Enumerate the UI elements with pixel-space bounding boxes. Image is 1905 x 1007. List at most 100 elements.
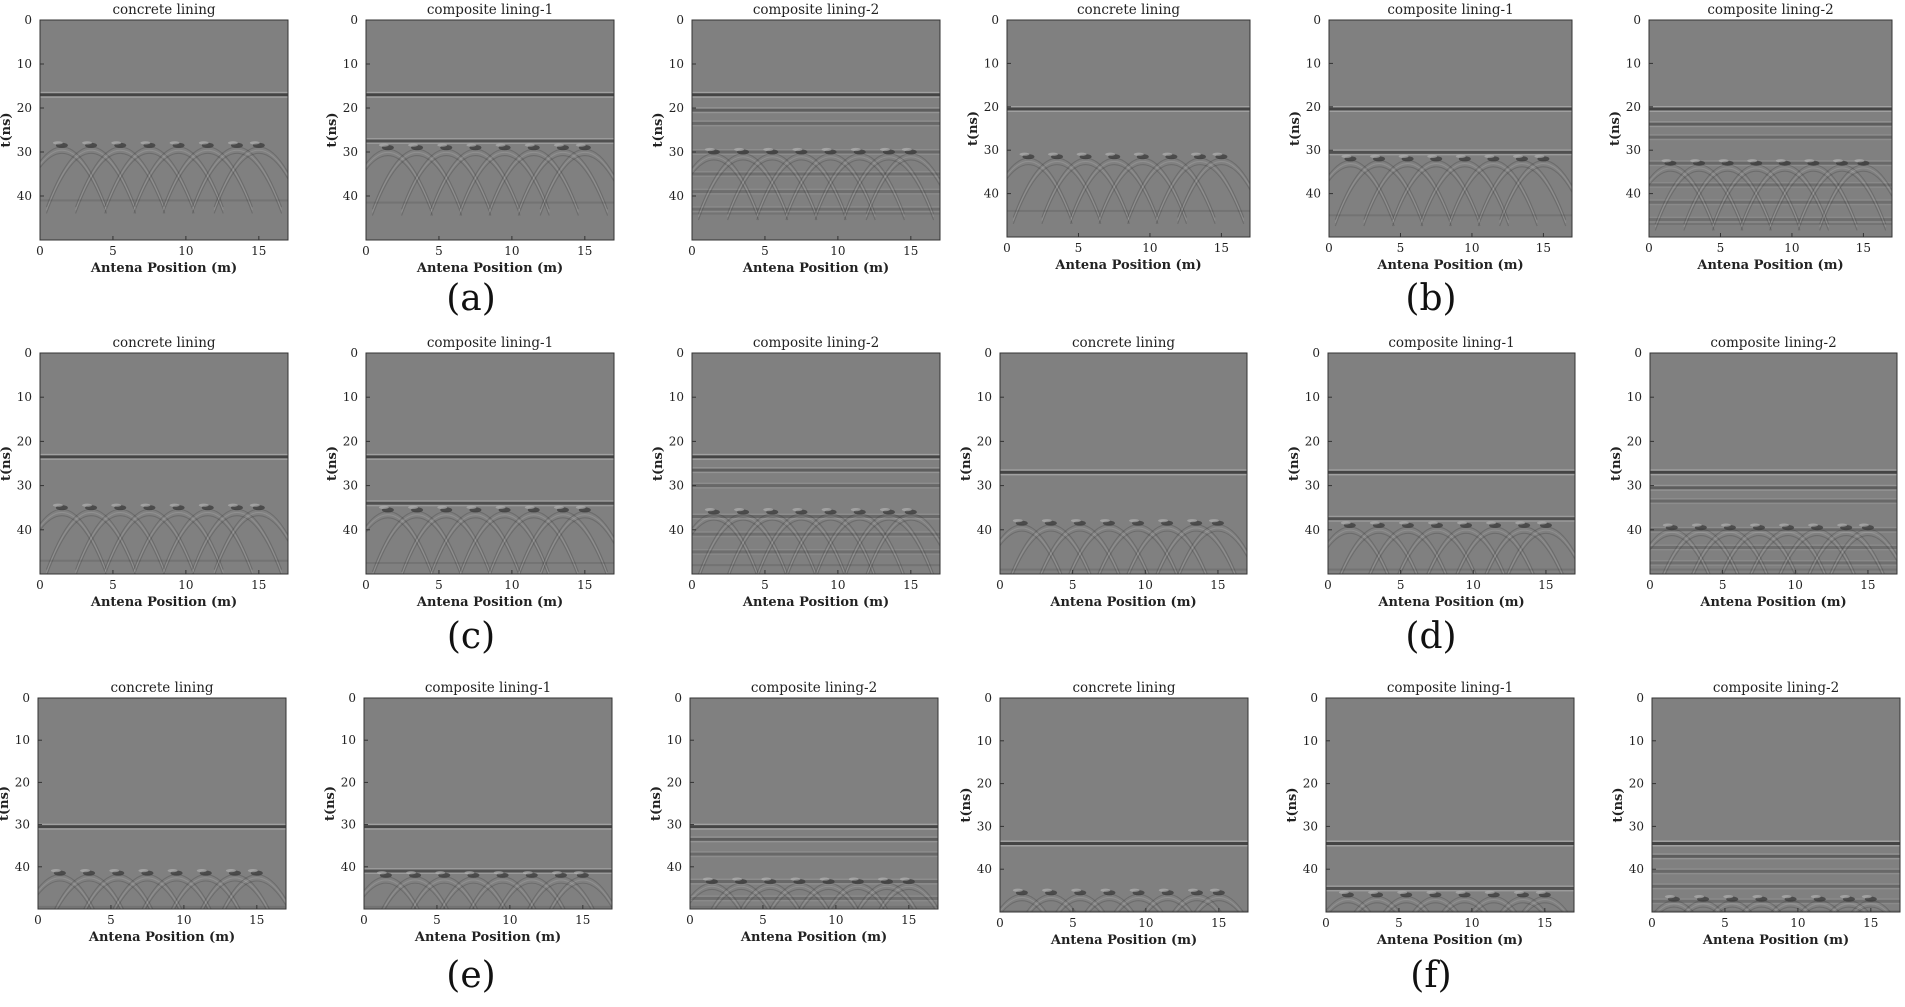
diffraction-arc: [1477, 163, 1567, 224]
target-apex-halo: [408, 505, 419, 510]
y-tick-label: 30: [669, 479, 684, 493]
diffraction-arc: [1129, 530, 1206, 574]
secondary-reflection: [1649, 222, 1892, 225]
target-apex-halo: [1810, 895, 1821, 899]
x-tick-label: 5: [1397, 578, 1405, 592]
plot-frame: [363, 697, 613, 910]
diffraction-arc: [1355, 899, 1399, 912]
diffraction-arc: [1420, 166, 1510, 227]
secondary-reflection: [38, 905, 286, 908]
reflection-halo-top: [692, 482, 940, 485]
y-tick-label: 20: [1627, 434, 1642, 448]
plot-frame: [1328, 19, 1573, 238]
diffraction-arc: [1808, 532, 1884, 574]
reflection-band: [1329, 107, 1572, 111]
reflection-halo-top: [692, 107, 940, 109]
y-axis-label: t(ns): [1609, 446, 1624, 481]
diffraction-arc: [1001, 900, 1043, 912]
x-tick-label: 5: [109, 244, 117, 258]
reflection-band: [690, 852, 938, 856]
diffraction-arc: [831, 888, 885, 909]
x-axis-label: Antena Position (m): [414, 930, 561, 945]
radargram-background: [366, 353, 614, 574]
plot-frame: [999, 352, 1248, 575]
reflection-band: [692, 550, 940, 554]
diffraction-arc: [1334, 163, 1424, 224]
diffraction-arc: [411, 879, 477, 909]
diffraction-arc: [843, 159, 935, 221]
y-tick-label: 30: [984, 143, 999, 157]
radargram-plot: [1326, 840, 1574, 912]
diffraction-arc: [1041, 161, 1130, 221]
x-tick-label: 5: [1717, 241, 1725, 255]
reflection-halo-bottom: [690, 899, 938, 902]
target-apex-halo: [1515, 521, 1526, 525]
y-tick-label: 20: [984, 100, 999, 114]
reflection-halo-bottom: [692, 175, 940, 177]
target-apex-halo: [1534, 154, 1545, 158]
y-tick-label: 20: [667, 775, 682, 789]
reflection-halo-bottom: [1650, 531, 1897, 533]
y-tick-label: 40: [669, 523, 684, 537]
target-apex-halo: [1338, 890, 1349, 894]
target-apex-halo: [1427, 521, 1438, 525]
diffraction-arc: [40, 515, 107, 574]
reflection-band: [364, 869, 612, 873]
diffraction-arc: [84, 877, 152, 909]
reflection-band: [1007, 107, 1250, 111]
x-tick-label: 15: [577, 244, 592, 258]
y-tick-label: 10: [341, 733, 356, 747]
y-axis-label: t(ns): [651, 112, 666, 147]
diffraction-arc: [1802, 903, 1837, 912]
diffraction-arc: [1499, 163, 1572, 224]
reflection-band: [692, 207, 940, 211]
reflection-band: [1650, 470, 1897, 474]
diffraction-arc: [1654, 167, 1744, 228]
reflection-halo-top: [1007, 105, 1250, 108]
diffraction-arc: [40, 149, 108, 211]
diffraction-arc: [1427, 529, 1505, 574]
reflection-band: [1649, 200, 1892, 204]
reflection-halo-top: [366, 453, 614, 456]
y-tick-label: 0: [984, 691, 992, 705]
diffraction-arc: [1147, 900, 1189, 912]
y-axis-label: t(ns): [325, 446, 340, 481]
reflection-halo-bottom: [1328, 520, 1575, 522]
y-tick-label: 30: [17, 145, 32, 159]
panel-title: composite lining-1: [1387, 2, 1513, 18]
reflection-halo-top: [692, 513, 940, 516]
target-apex-halo: [1779, 523, 1790, 527]
reflection-halo-top: [1328, 515, 1575, 518]
diffraction-arc: [692, 156, 760, 217]
y-axis-label: t(ns): [1285, 787, 1300, 822]
target-apex-halo: [575, 143, 586, 147]
y-tick-label: 40: [669, 189, 684, 203]
target-apex-halo: [466, 143, 477, 147]
y-tick-label: 30: [669, 145, 684, 159]
reflection-band: [1652, 854, 1900, 858]
panel-c-2: composite lining-1 0 10 20 30 40 0 5 10 15 Antena …: [325, 335, 615, 610]
target-apex-halo: [1484, 154, 1495, 158]
target-apex-halo: [1457, 521, 1468, 525]
diffraction-arc: [690, 885, 741, 909]
reflection-band: [690, 825, 938, 829]
target-apex-halo: [819, 877, 830, 881]
target-apex-halo: [1158, 888, 1169, 892]
reflection-halo-bottom: [692, 153, 940, 155]
reflection-band: [1650, 545, 1897, 549]
x-tick-label: 0: [1646, 578, 1654, 592]
diffraction-arc: [382, 879, 448, 909]
reflection-halo-bottom: [38, 828, 286, 830]
x-tick-label: 0: [1648, 916, 1656, 930]
panel-f-1: concrete lining 0 10 20 30 40 0 5 10 15 Antena Pos…: [959, 680, 1249, 948]
diffraction-arc: [75, 153, 166, 214]
radargram-background: [1649, 20, 1892, 237]
reflection-halo-bottom: [1652, 857, 1900, 860]
reflection-halo-bottom: [1649, 164, 1892, 167]
target-apex-halo: [1209, 888, 1220, 892]
y-tick-label: 20: [17, 101, 32, 115]
diffraction-arc: [1007, 161, 1073, 221]
y-tick-label: 10: [1627, 390, 1642, 404]
diffraction-arc: [55, 877, 123, 909]
target-apex-halo: [763, 508, 774, 512]
